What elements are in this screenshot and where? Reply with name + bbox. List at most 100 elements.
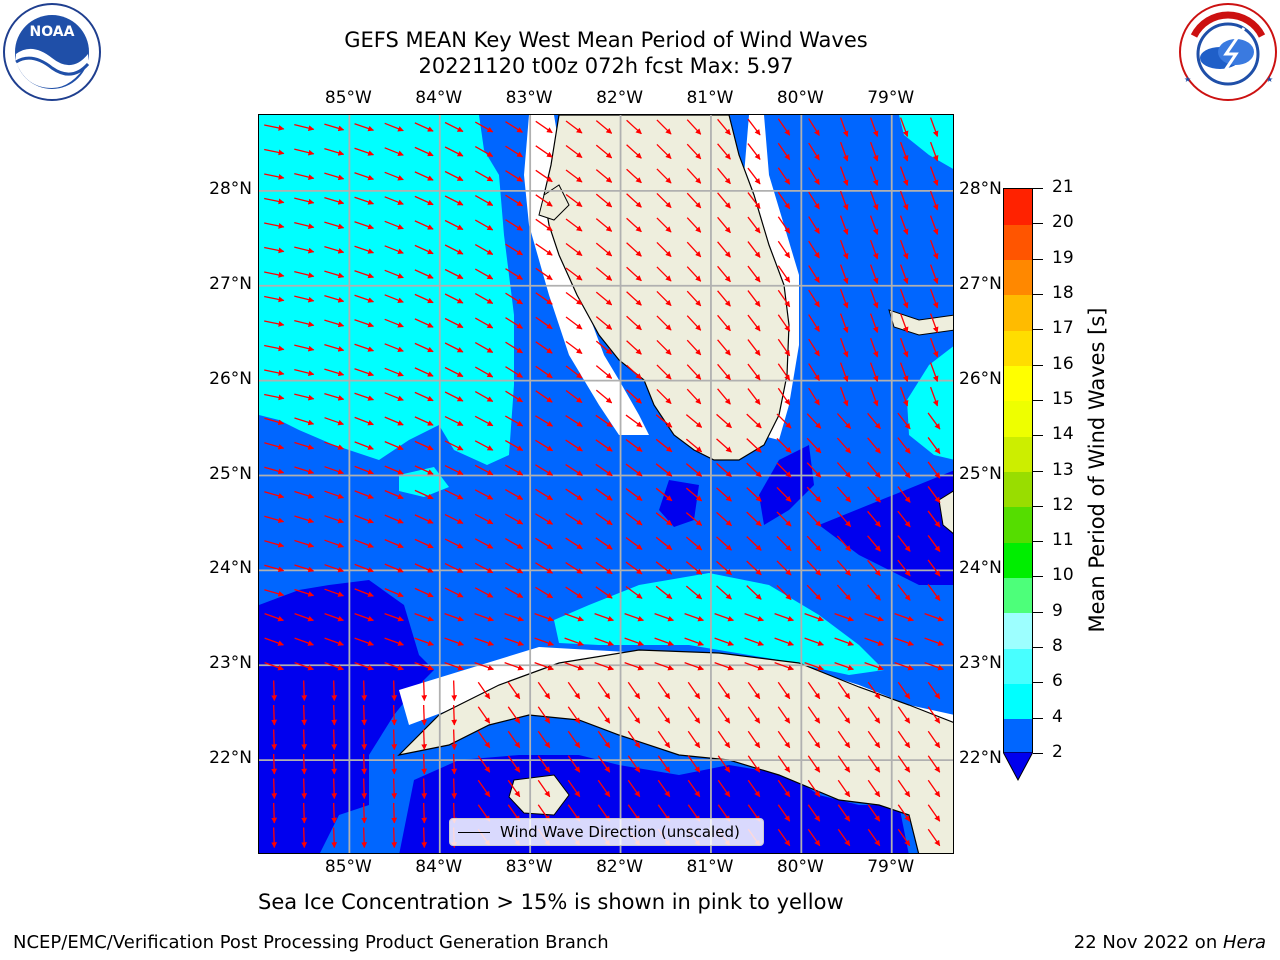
wave-direction-arrow [655, 487, 673, 502]
wave-direction-arrow [444, 170, 464, 182]
sea-ice-note: Sea Ice Concentration > 15% is shown in … [258, 890, 844, 914]
wave-direction-arrow [656, 119, 672, 135]
wave-direction-arrow [534, 612, 554, 622]
wave-direction-arrow [897, 681, 911, 700]
wave-direction-arrow [505, 121, 523, 133]
wave-direction-arrow [505, 194, 523, 207]
wave-direction-arrow [899, 117, 909, 137]
wave-direction-arrow [414, 195, 434, 206]
wave-direction-arrow [807, 828, 821, 847]
wave-direction-arrow [714, 661, 734, 671]
wave-direction-arrow [594, 637, 614, 646]
wave-direction-arrow [595, 488, 613, 501]
longitude-tick-label: 85°W [324, 857, 372, 877]
wave-direction-arrow [656, 192, 672, 209]
wave-direction-arrow [451, 704, 458, 726]
land-bahamas-east [938, 490, 953, 534]
wave-direction-arrow [324, 539, 344, 548]
wave-direction-arrow [686, 315, 702, 331]
wave-direction-arrow [294, 661, 314, 671]
wave-direction-arrow [391, 704, 398, 726]
wave-direction-arrow [504, 612, 524, 622]
wave-direction-arrow [626, 389, 642, 404]
wave-direction-arrow [444, 465, 464, 475]
wave-direction-arrow [595, 291, 613, 306]
wave-direction-arrow [361, 704, 368, 726]
wave-direction-arrow [806, 560, 822, 576]
wave-direction-arrow [264, 637, 284, 646]
wave-direction-arrow [264, 661, 284, 671]
wave-direction-arrow [595, 512, 613, 526]
wave-direction-arrow [444, 587, 464, 598]
wave-direction-arrow [624, 612, 644, 622]
wave-direction-arrow [414, 367, 434, 377]
wave-direction-arrow [717, 118, 731, 136]
wave-direction-arrow [808, 265, 820, 283]
wave-direction-arrow [657, 706, 671, 724]
wave-direction-arrow [294, 490, 315, 499]
wave-direction-arrow [808, 142, 820, 161]
wave-direction-arrow [294, 123, 315, 131]
wave-direction-arrow [264, 491, 285, 499]
wave-direction-arrow [685, 536, 703, 551]
colorbar-tick-label: 19 [1052, 247, 1074, 268]
legend-line-swatch [458, 832, 490, 833]
wave-direction-arrow [777, 191, 791, 210]
wave-direction-arrow [264, 246, 285, 254]
wave-direction-arrow [806, 584, 822, 601]
wave-direction-arrow [444, 146, 464, 157]
wave-direction-arrow [746, 487, 762, 502]
wave-direction-arrow [354, 196, 375, 205]
wave-direction-arrow [414, 489, 434, 500]
wave-direction-arrow [507, 755, 521, 773]
wave-direction-arrow [444, 661, 464, 671]
wave-direction-arrow [717, 265, 731, 283]
wave-direction-arrow [717, 192, 731, 209]
chart-title: GEFS MEAN Key West Mean Period of Wind W… [344, 28, 868, 52]
wave-direction-arrow [685, 414, 703, 428]
wave-direction-arrow [777, 314, 791, 332]
wave-period-below-2-florida-bay [759, 445, 814, 525]
wave-direction-arrow [686, 217, 702, 233]
wave-direction-arrow [687, 730, 701, 749]
colorbar-tick-label: 6 [1052, 671, 1063, 692]
wave-direction-arrow [929, 190, 939, 211]
wave-period-band-4-6-northeast [899, 115, 953, 169]
wave-direction-arrow [597, 681, 611, 700]
wave-direction-arrow [504, 637, 524, 646]
wave-direction-arrow [535, 316, 553, 330]
wave-direction-arrow [867, 584, 881, 601]
wave-direction-arrow [264, 271, 285, 278]
wave-direction-arrow [565, 389, 583, 404]
wave-direction-arrow [384, 122, 404, 132]
colorbar-tick-mark [1033, 258, 1043, 260]
wave-direction-arrow [414, 538, 434, 549]
wave-direction-arrow [777, 142, 791, 161]
wave-direction-arrow [624, 637, 644, 646]
wave-direction-arrow [655, 536, 673, 551]
wave-direction-arrow [929, 264, 939, 284]
wave-direction-arrow [324, 588, 344, 597]
colorbar-tick-label: 12 [1052, 494, 1074, 515]
wave-direction-arrow [414, 416, 434, 426]
wave-direction-arrow [271, 753, 278, 775]
wave-direction-arrow [686, 364, 702, 380]
colorbar-tick-mark [1033, 470, 1043, 472]
wave-direction-arrow [535, 243, 553, 256]
wave-direction-arrow [505, 145, 523, 158]
wave-direction-arrow [625, 561, 643, 575]
latitude-tick-label: 28°N [209, 178, 252, 199]
wave-direction-arrow [565, 218, 583, 232]
latitude-tick-label: 24°N [209, 558, 252, 579]
wave-direction-arrow [869, 117, 879, 137]
wave-direction-arrow [414, 440, 434, 451]
wave-direction-arrow [717, 143, 731, 160]
wave-direction-arrow [837, 804, 851, 822]
wave-direction-arrow [451, 729, 458, 751]
latitude-tick-label: 25°N [209, 463, 252, 484]
wave-direction-arrow [324, 441, 344, 450]
wave-direction-arrow [414, 514, 434, 524]
wave-direction-arrow [595, 120, 613, 134]
longitude-tick-label: 82°W [596, 857, 644, 877]
wave-direction-arrow [716, 511, 732, 527]
